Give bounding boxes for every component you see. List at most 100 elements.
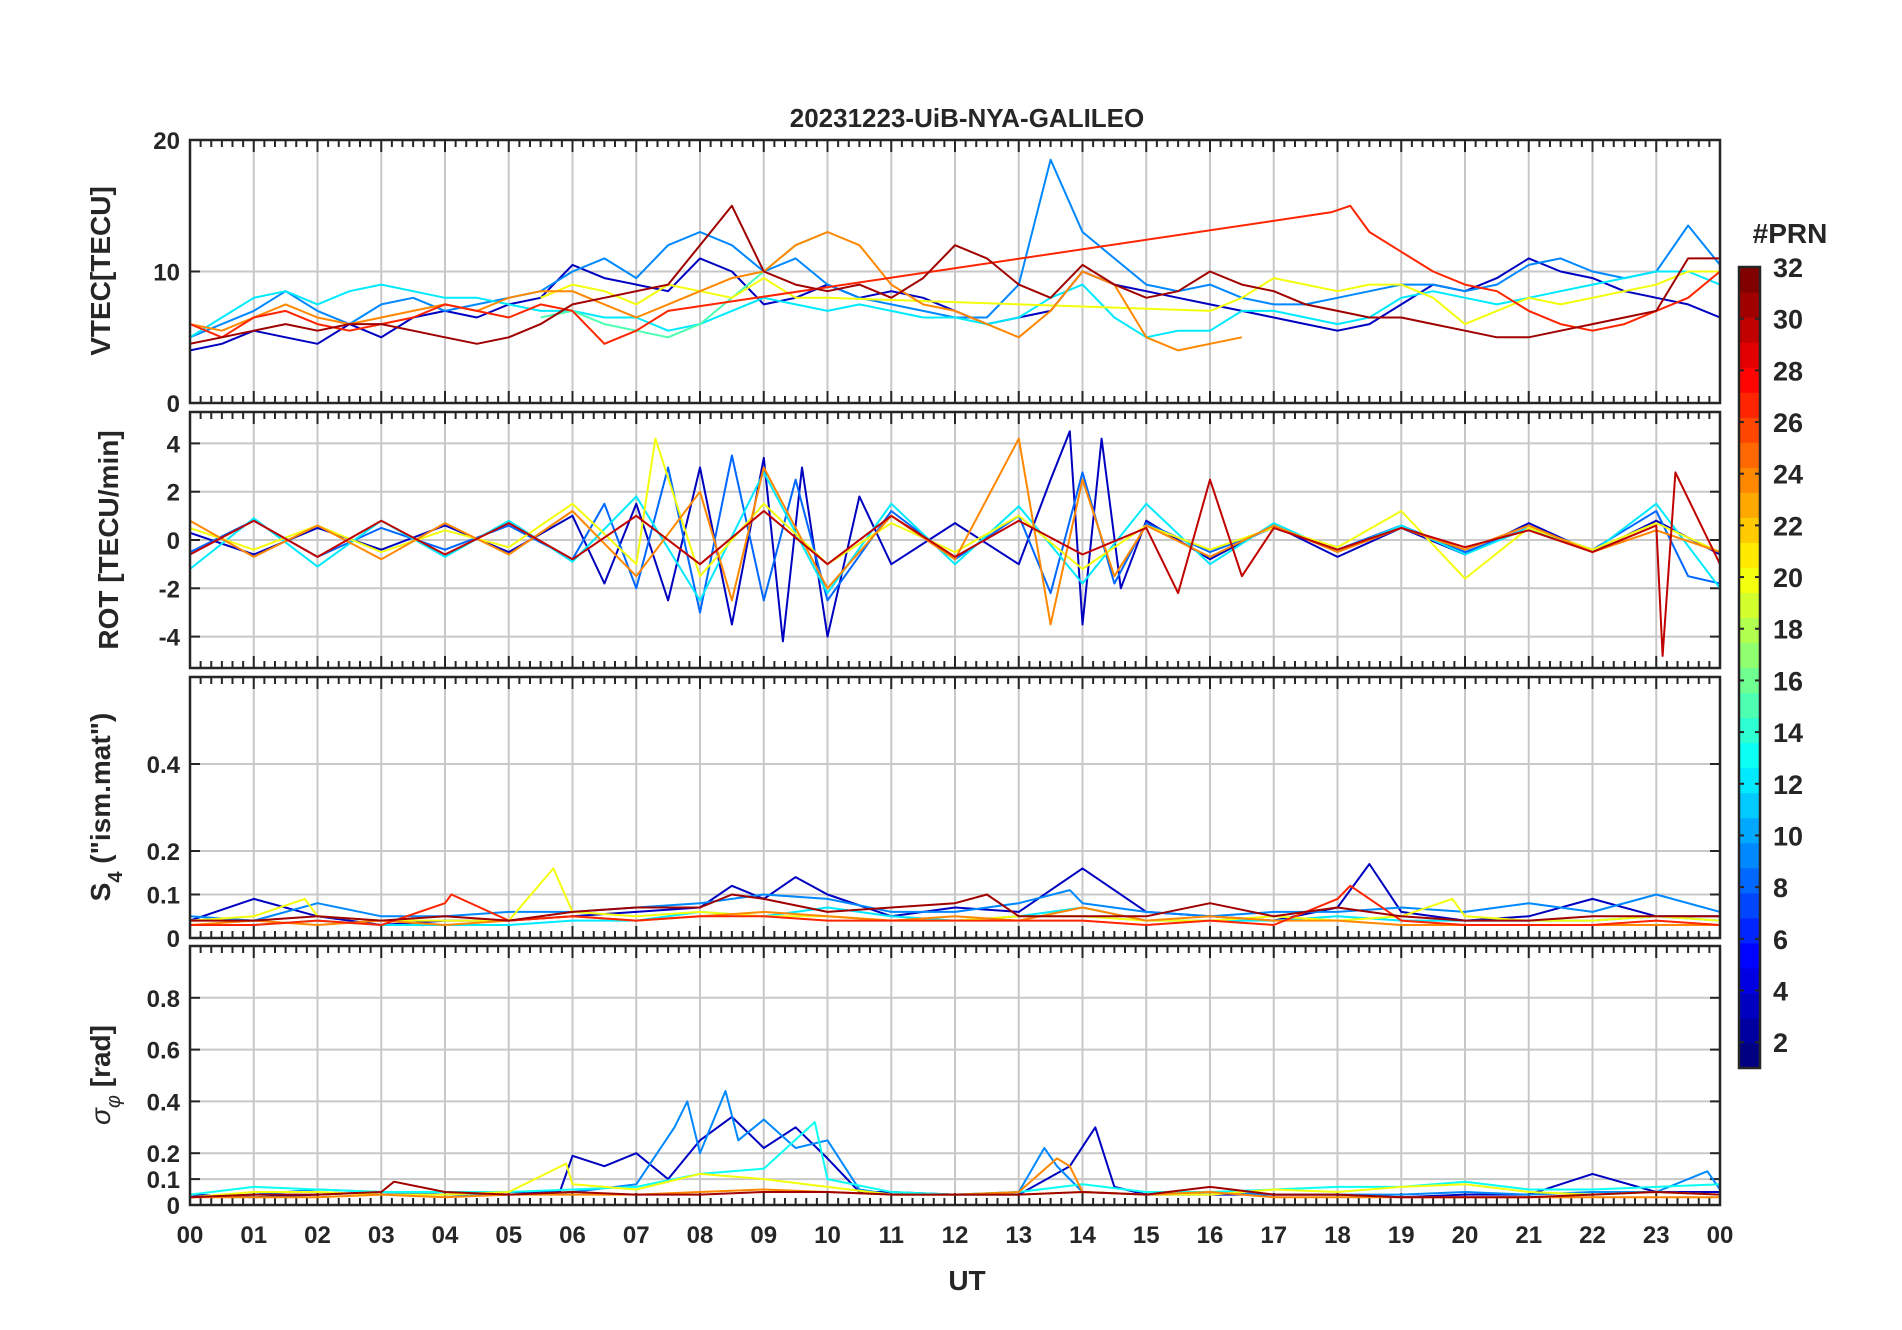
colorbar-tick-label: 12 [1773,770,1803,800]
x-tick-label: 04 [432,1222,459,1249]
x-tick-label: 18 [1324,1222,1351,1249]
x-tick-label: 23 [1643,1222,1670,1249]
x-tick-label: 22 [1579,1222,1606,1249]
x-tick-label: 02 [304,1222,331,1249]
y-tick-label: 10 [153,260,180,287]
colorbar-segment [1739,692,1760,719]
series-prn-12 [190,471,1720,602]
x-tick-label: 10 [814,1222,841,1249]
x-tick-label: 13 [1005,1222,1032,1249]
series-prn-27 [190,204,1720,345]
colorbar-tick-label: 2 [1773,1028,1788,1058]
colorbar-tick-label: 6 [1773,925,1788,955]
x-tick-label: 17 [1260,1222,1287,1249]
chart-title: 20231223-UiB-NYA-GALILEO [790,103,1145,133]
y-tick-label: 0.1 [147,1167,180,1194]
colorbar-segment [1739,292,1760,318]
y-tick-label: 0 [167,926,180,953]
y-tick-label: 20 [153,128,180,155]
axes-frame [188,138,1722,405]
axes-frame [188,944,1722,1207]
series-prn-30 [190,471,1720,657]
series-prn-9 [190,889,1720,922]
y-tick-label: -2 [159,576,180,603]
series-prn-12 [190,270,1720,339]
series-prn-3 [190,430,1720,643]
colorbar-tick-label: 10 [1773,821,1803,851]
y-axis-label-vtec: VTEC[TECU] [85,186,116,356]
colorbar-segment [1739,267,1760,293]
y-axis-label-s4: S4 ("ism.mat") [85,713,127,902]
colorbar-segment [1739,392,1760,418]
series-prn-31 [190,204,1720,345]
y-tick-label: 0.6 [147,1038,180,1065]
colorbar-tick-label: 24 [1773,460,1803,490]
colorbar-label: #PRN [1753,218,1828,249]
series-prn-20 [540,270,1720,326]
x-tick-label: 05 [495,1222,522,1249]
y-tick-label: 0 [167,1193,180,1220]
colorbar-tick-label: 32 [1773,253,1803,283]
colorbar-tick-label: 28 [1773,356,1803,386]
x-tick-label: 15 [1133,1222,1160,1249]
colorbar-tick-label: 16 [1773,666,1803,696]
colorbar-segment [1739,467,1760,493]
colorbar-segment [1739,317,1760,343]
colorbar-tick-label: 26 [1773,408,1803,438]
colorbar-segment [1739,342,1760,368]
colorbar-tick-label: 14 [1773,718,1803,748]
y-tick-label: 0.8 [147,986,180,1013]
colorbar-segment [1739,942,1760,969]
colorbar-tick-label: 30 [1773,305,1803,335]
y-tick-label: 0 [167,391,180,418]
colorbar-segment [1739,792,1760,819]
colorbar-segment [1739,842,1760,869]
y-axis-label-rot: ROT [TECU/min] [93,430,124,649]
colorbar-tick-label: 4 [1773,976,1788,1006]
x-axis-label: UT [948,1265,985,1296]
x-tick-label: 06 [559,1222,586,1249]
colorbar-segment [1739,642,1760,669]
x-tick-label: 07 [623,1222,650,1249]
x-tick-label: 19 [1388,1222,1415,1249]
y-tick-label: 0.2 [147,839,180,866]
y-tick-label: 0.4 [147,752,181,779]
colorbar-segment [1739,667,1760,694]
colorbar-segment [1739,867,1760,894]
x-tick-label: 11 [879,1222,904,1249]
colorbar-segment [1739,817,1760,844]
colorbar-tick-label: 22 [1773,511,1803,541]
x-tick-label: 08 [687,1222,714,1249]
colorbar-segment [1739,742,1760,769]
series-prn-27 [190,884,1720,926]
y-tick-label: 0.1 [147,883,180,910]
colorbar-tick-label: 18 [1773,615,1803,645]
panel-s4: 0 0.1 0.2 0.4 S4 ("ism.mat") [85,675,1722,953]
colorbar-segment [1739,442,1760,468]
colorbar-segment [1739,542,1760,568]
colorbar-segment [1739,992,1760,1019]
y-tick-label: 0 [167,528,180,555]
colorbar-segment [1739,492,1760,518]
colorbar-segment [1739,717,1760,744]
y-tick-label: 2 [167,480,180,507]
series-prn-31 [190,893,1720,922]
y-tick-label: 0.4 [147,1089,181,1116]
colorbar-segment [1739,517,1760,543]
x-tick-label: 00 [1707,1222,1734,1249]
x-tick-label: 16 [1197,1222,1224,1249]
colorbar-segment [1739,1042,1760,1069]
x-tick-label: 14 [1069,1222,1096,1249]
y-tick-label: -4 [159,625,181,652]
y-tick-label: 4 [167,431,181,458]
y-axis-label-sigma_phi: σφ [rad] [85,1025,125,1125]
x-tick-label: 12 [942,1222,969,1249]
x-tick-label: 09 [750,1222,777,1249]
series-prn-24 [190,231,1243,352]
colorbar-segment [1739,417,1760,443]
panel-sigma_phi: 00.10.2 0.4 0.6 0.8 σφ [rad] [85,944,1722,1220]
panel-rot: -4 -2 0 2 4 ROT [TECU/min] [93,410,1722,670]
x-tick-label: 00 [177,1222,204,1249]
